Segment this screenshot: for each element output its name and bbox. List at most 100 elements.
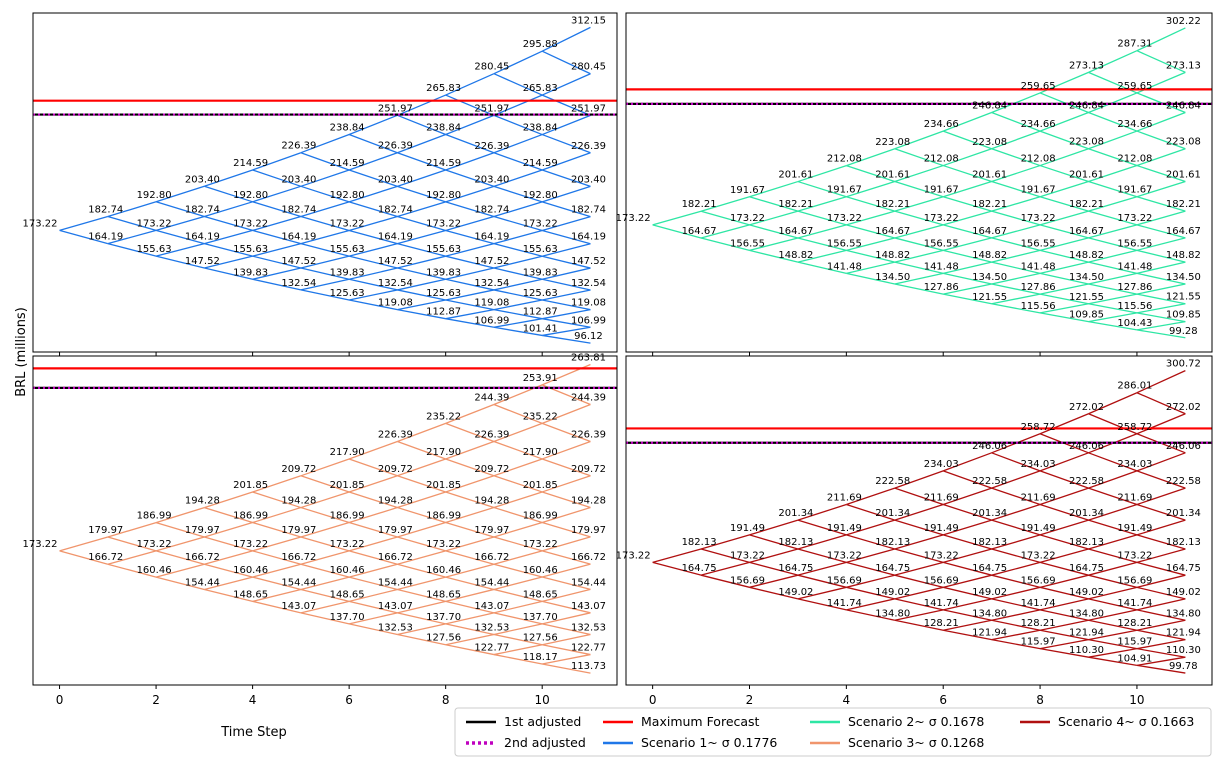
node-value-label: 148.82 [778, 250, 813, 261]
node-value-label: 113.73 [571, 661, 606, 672]
tree-edge-5-3-up [300, 550, 350, 565]
tree-edge-8-0-up [445, 403, 495, 424]
node-value-label: 203.40 [281, 174, 316, 185]
tree-edge-6-6-down [348, 623, 398, 636]
tree-edge-9-8-up [493, 299, 543, 311]
node-value-label: 143.07 [378, 601, 413, 612]
node-value-label: 173.22 [426, 218, 461, 229]
tree-edge-10-2-down [1136, 130, 1186, 150]
node-value-label: 201.85 [523, 480, 558, 491]
tree-edge-2-1-down [155, 229, 205, 245]
tree-edge-5-1-up [300, 491, 350, 509]
node-value-label: 164.75 [1069, 563, 1104, 574]
tree-edge-10-2-up [541, 440, 591, 460]
tree-edge-2-0-down [749, 196, 799, 212]
tree-edge-10-9-up [542, 633, 591, 646]
node-value-label: 156.55 [827, 238, 862, 249]
tree-edge-4-3-down [252, 576, 302, 591]
tree-edge-7-6-up [991, 272, 1041, 285]
tree-edge-8-4-down [445, 229, 495, 245]
tree-edge-2-0-down [749, 534, 799, 550]
tree-edge-5-2-up [300, 201, 350, 218]
tree-edge-10-6-up [542, 243, 591, 257]
node-value-label: 128.21 [924, 618, 959, 629]
tree-edge-7-5-up [397, 255, 446, 269]
tree-edge-10-0-up [1136, 370, 1186, 394]
tree-edge-8-6-down [1039, 272, 1089, 285]
node-value-label: 132.53 [571, 622, 606, 633]
tree-edge-1-0-up [107, 201, 157, 218]
node-value-label: 127.86 [1117, 282, 1152, 293]
tree-edge-10-5-up [542, 215, 591, 232]
node-value-label: 139.83 [426, 267, 461, 278]
tree-edge-7-7-up [397, 623, 446, 636]
chart-panel-scenario-4: 173.22 182.13 164.75 191.49 173.22 156.69 201.… [616, 355, 1213, 689]
tree-edge-8-1-up [445, 440, 495, 460]
node-value-label: 201.61 [972, 170, 1007, 181]
node-value-label: 212.08 [827, 154, 862, 165]
node-value-label: 173.22 [616, 550, 651, 561]
node-value-label: 244.39 [474, 392, 509, 403]
tree-edge-5-5-up [300, 600, 350, 614]
node-value-label: 119.08 [474, 298, 509, 309]
tree-edge-7-3-up [397, 201, 446, 218]
tree-edge-9-3-down [1088, 180, 1138, 198]
node-value-label: 148.82 [972, 250, 1007, 261]
tree-edge-8-8-down [1039, 312, 1089, 323]
node-value-label: 192.80 [426, 190, 461, 201]
plot-frame [32, 355, 618, 686]
tree-edge-5-4-up [894, 249, 944, 263]
node-value-label: 182.21 [875, 199, 910, 210]
tree-edge-3-0-up [797, 503, 847, 521]
tree-edge-2-1-up [749, 548, 799, 564]
tree-edge-5-5-down [300, 612, 350, 625]
x-tick-label: 8 [1036, 693, 1044, 707]
tree-edge-9-6-down [1088, 598, 1138, 611]
x-tick-label: 0 [649, 693, 657, 707]
tree-edge-9-8-down [493, 308, 543, 320]
tree-edge-10-10-up [1136, 320, 1186, 331]
tree-edge-9-4-down [493, 215, 543, 232]
node-value-label: 155.63 [233, 244, 268, 255]
tree-edge-6-4-up [943, 237, 992, 251]
tree-edge-8-6-up [445, 588, 495, 602]
tree-edge-2-0-down [155, 201, 205, 218]
node-value-label: 226.39 [571, 141, 606, 152]
x-tick-label: 2 [152, 693, 160, 707]
node-value-label: 156.55 [730, 238, 765, 249]
tree-edge-2-2-up [155, 242, 205, 257]
node-value-label: 201.85 [233, 480, 268, 491]
tree-edge-8-1-up [1039, 111, 1089, 132]
node-value-label: 166.72 [281, 552, 316, 563]
node-value-label: 246.06 [1166, 441, 1201, 452]
tree-edge-8-2-down [445, 491, 495, 509]
legend-label: Scenario 3~ σ 0.1268 [848, 735, 984, 750]
tree-edge-9-6-up [1088, 586, 1138, 600]
tree-edge-0-0-down [59, 550, 108, 565]
tree-edge-10-2-up [1136, 111, 1186, 132]
tree-edge-8-5-down [445, 255, 495, 269]
node-value-label: 148.65 [426, 589, 461, 600]
node-value-label: 182.13 [682, 537, 717, 548]
tree-edge-4-2-up [252, 215, 302, 232]
tree-edge-8-3-down [445, 201, 495, 218]
tree-edge-6-2-up [943, 180, 992, 198]
tree-edge-8-5-up [445, 243, 495, 257]
node-value-label: 148.65 [233, 589, 268, 600]
node-value-label: 164.67 [1069, 226, 1104, 237]
node-value-label: 203.40 [378, 174, 413, 185]
node-value-label: 186.99 [233, 511, 268, 522]
node-value-label: 155.63 [330, 244, 365, 255]
node-value-label: 122.77 [571, 643, 606, 654]
tree-edge-1-1-up [700, 561, 750, 576]
node-value-label: 164.67 [682, 226, 717, 237]
tree-edge-6-2-down [943, 534, 992, 550]
tree-edge-10-9-up [1136, 303, 1186, 314]
tree-edge-8-3-down [1039, 196, 1089, 212]
node-value-label: 141.74 [827, 598, 862, 609]
tree-edge-10-10-up [1136, 656, 1186, 666]
tree-edge-10-4-down [1136, 534, 1186, 550]
tree-edge-9-5-up [1088, 561, 1138, 576]
node-value-label: 192.80 [233, 190, 268, 201]
node-value-label: 166.72 [88, 552, 123, 563]
